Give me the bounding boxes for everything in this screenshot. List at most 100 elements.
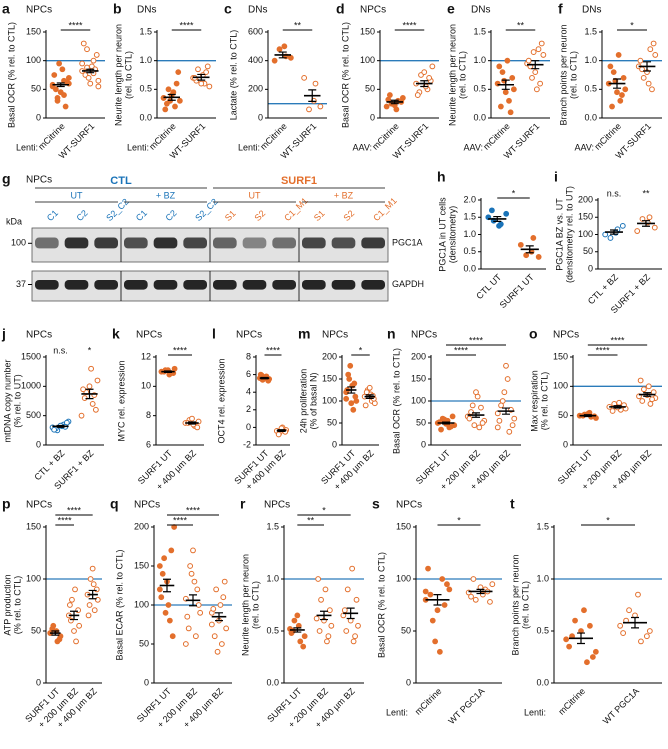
data-point: [466, 415, 473, 422]
data-point: [94, 596, 101, 603]
y-tick-label: 200: [248, 84, 263, 94]
panel-title: NPCs: [26, 175, 52, 186]
data-point: [197, 609, 204, 616]
category-label: mCitrine: [556, 686, 587, 717]
error-bar: [320, 610, 328, 621]
blot-band: [242, 237, 267, 249]
data-point: [343, 395, 350, 402]
y-tick-label: 0.0: [139, 112, 152, 122]
error-bar: [164, 370, 172, 373]
data-point: [617, 622, 624, 629]
lane-label: S2: [253, 208, 268, 223]
data-point: [89, 565, 96, 572]
data-point: [651, 224, 658, 231]
data-point: [496, 417, 503, 424]
data-point: [592, 648, 599, 655]
panel-title: NPCs: [322, 330, 348, 341]
data-point: [517, 241, 524, 248]
y-tick-label: 100: [322, 395, 337, 405]
data-point: [504, 376, 511, 382]
data-point: [507, 109, 514, 116]
lane-label: S1: [223, 208, 238, 223]
condition-label: + BZ: [334, 190, 354, 200]
data-point: [175, 69, 182, 76]
data-point: [426, 74, 433, 81]
panel-title: NPCs: [26, 330, 52, 341]
y-tick-label: 50: [31, 625, 41, 635]
band-label: GAPDH: [392, 279, 424, 289]
data-point: [587, 622, 593, 629]
data-point: [214, 648, 221, 655]
group-label: CTL: [110, 175, 132, 187]
data-point: [634, 228, 641, 234]
lane-label: C2: [164, 208, 179, 223]
data-point: [620, 74, 627, 81]
lane-label: S2: [342, 208, 357, 223]
data-point: [313, 615, 320, 622]
data-point: [647, 46, 654, 53]
panel-letter: a: [2, 1, 10, 17]
data-point: [281, 43, 288, 50]
data-point: [62, 103, 69, 110]
data-point: [194, 424, 201, 431]
group-label: SURF1: [281, 175, 317, 187]
data-point: [494, 424, 501, 431]
data-point: [355, 622, 361, 629]
data-point: [479, 591, 486, 598]
group-label: AAV:: [574, 142, 594, 152]
data-point: [441, 602, 448, 608]
error-bar: [502, 407, 510, 415]
data-point: [422, 588, 429, 595]
data-point: [325, 633, 332, 640]
data-point: [637, 57, 644, 64]
data-point: [56, 636, 63, 643]
data-point: [645, 80, 652, 87]
data-point: [646, 214, 653, 221]
y-tick-label: 0: [36, 439, 41, 449]
significance-label: n.s.: [53, 345, 68, 355]
data-point: [315, 576, 322, 582]
data-point: [75, 607, 82, 614]
panel-letter: q: [110, 496, 119, 512]
y-tick-label: 0.5: [266, 625, 279, 635]
data-point: [87, 576, 94, 582]
data-point: [584, 659, 590, 666]
error-bar: [420, 80, 429, 88]
data-point: [650, 40, 657, 47]
data-point: [478, 404, 484, 411]
data-point: [162, 609, 169, 616]
y-axis-label: Basal OCR (% rel. to CTL): [6, 22, 16, 128]
y-tick-label: 100: [26, 55, 41, 65]
panel-title: NPCs: [26, 5, 52, 16]
y-tick-label: 0: [36, 677, 41, 687]
significance-label: ****: [402, 20, 417, 30]
data-point: [530, 235, 537, 241]
data-point: [496, 63, 503, 70]
data-point: [639, 398, 646, 404]
significance-label: ****: [454, 345, 469, 355]
y-tick-label: 4: [246, 387, 251, 397]
data-point: [344, 586, 351, 593]
y-axis-label: (rel. to CTL): [123, 51, 133, 99]
significance-label: ****: [58, 515, 73, 525]
y-tick-label: 500: [26, 410, 41, 420]
significance-label: *: [359, 345, 363, 355]
y-axis-label: (rel. to CTL): [568, 51, 578, 99]
lane-label: C1: [45, 208, 60, 223]
data-point: [223, 625, 230, 632]
blot-band: [35, 237, 59, 249]
kda-label: kDa: [6, 216, 22, 226]
data-point: [471, 422, 478, 429]
data-point: [208, 621, 215, 628]
y-tick-label: 1000: [21, 381, 41, 391]
panel-letter: g: [2, 171, 11, 187]
band-label: PGC1A: [392, 238, 423, 248]
error-bar: [433, 594, 442, 606]
blot-band: [361, 280, 385, 290]
data-point: [640, 74, 647, 81]
data-point: [312, 80, 319, 87]
condition-label: UT: [249, 190, 261, 200]
y-axis-label: Max respiration: [529, 370, 539, 432]
significance-label: ****: [186, 505, 201, 515]
